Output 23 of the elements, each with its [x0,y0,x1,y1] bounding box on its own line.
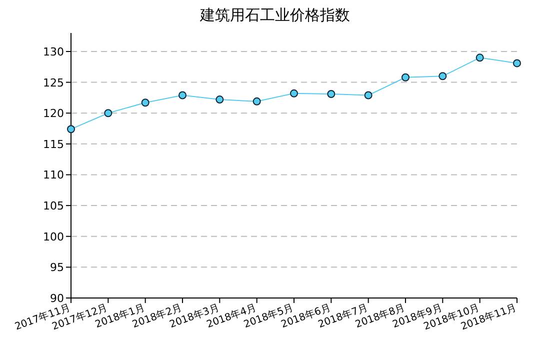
y-tick-label: 90 [50,292,64,305]
point [216,96,224,104]
point [178,91,186,100]
y-tick-label: 120 [43,107,64,120]
chart-title: 建筑用石工业价格指数 [199,6,350,24]
y-tick-label: 110 [43,168,64,182]
point [438,72,447,80]
point [67,125,75,134]
y-tick-label: 115 [43,138,64,151]
point [290,89,298,98]
point [327,90,336,98]
point [104,109,112,118]
point [141,98,150,107]
y-tick-label: 130 [43,45,64,58]
y-tick-label: 125 [43,76,64,90]
y-tick-label: 95 [50,261,64,274]
point [252,97,261,106]
point [402,73,410,82]
y-tick-label: 100 [43,230,64,244]
point [513,59,521,68]
y-tick-label: 105 [43,200,64,213]
point [476,54,484,62]
point [364,91,372,100]
